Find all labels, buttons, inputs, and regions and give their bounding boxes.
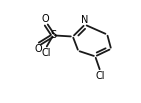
- Text: N: N: [81, 15, 89, 25]
- Text: Cl: Cl: [41, 48, 51, 58]
- Text: O: O: [35, 44, 42, 54]
- Text: O: O: [42, 14, 49, 24]
- Text: S: S: [50, 30, 56, 40]
- Text: Cl: Cl: [95, 71, 105, 81]
